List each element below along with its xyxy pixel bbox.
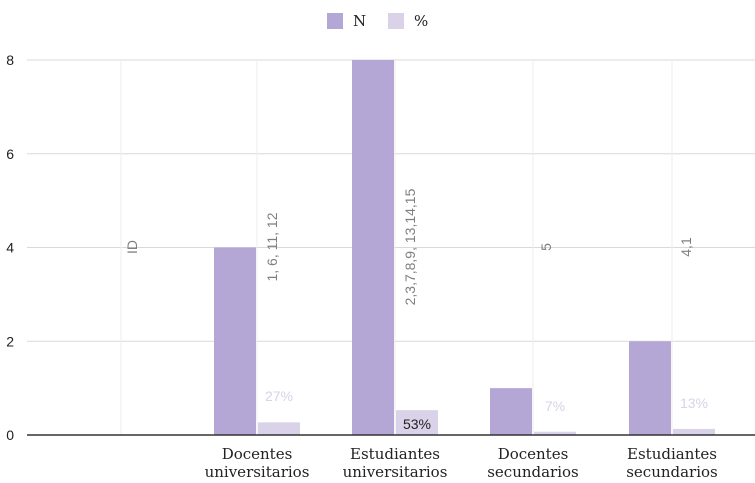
percent-label: 7% [545, 398, 565, 414]
percent-label: 53% [403, 416, 431, 432]
category-label: universitarios [205, 463, 310, 481]
x-axis-labels: DocentesuniversitariosEstudiantesunivers… [205, 445, 718, 481]
bar-percent [396, 410, 438, 435]
percent-label: 13% [680, 395, 708, 411]
bar-annotation: 1, 6, 11, 12 [264, 212, 280, 281]
legend-swatch [388, 13, 404, 29]
legend: N% [327, 12, 428, 30]
category-label: secundarios [487, 463, 579, 481]
y-tick-label: 8 [6, 52, 14, 68]
category-label: secundarios [626, 463, 718, 481]
y-tick-label: 6 [6, 146, 14, 162]
bar-percent [673, 428, 715, 435]
category-label: Docentes [222, 445, 293, 463]
bar-n [490, 388, 532, 435]
percent-label: 27% [265, 388, 293, 404]
bar-n [629, 341, 671, 435]
y-tick-label: 2 [6, 333, 14, 349]
bar-n [214, 247, 256, 435]
y-tick-label: 4 [6, 240, 14, 256]
legend-label: N [353, 12, 366, 30]
category-separators [120, 60, 673, 435]
bar-annotation: ID [124, 240, 140, 254]
legend-swatch [327, 13, 343, 29]
bar-annotation: 5 [538, 243, 554, 251]
legend-label: % [414, 12, 428, 30]
y-tick-label: 0 [6, 427, 14, 443]
annotations: ID 1, 6, 11, 12 2,3,7,8,9, 13,14,15 5 4,1 [124, 188, 694, 305]
category-label: Estudiantes [627, 445, 717, 463]
category-label: Docentes [498, 445, 569, 463]
category-label: Estudiantes [350, 445, 440, 463]
bar-annotation: 2,3,7,8,9, 13,14,15 [402, 188, 418, 305]
bar-percent [258, 422, 300, 435]
bar-annotation: 4,1 [678, 237, 694, 257]
category-label: universitarios [343, 463, 448, 481]
bars [214, 60, 715, 435]
bar-percent [534, 431, 576, 435]
bar-n [352, 60, 394, 435]
percent-labels: 27% 53% 7% 13% [265, 388, 708, 432]
y-axis-ticks: 0 2 4 6 8 [6, 52, 14, 443]
